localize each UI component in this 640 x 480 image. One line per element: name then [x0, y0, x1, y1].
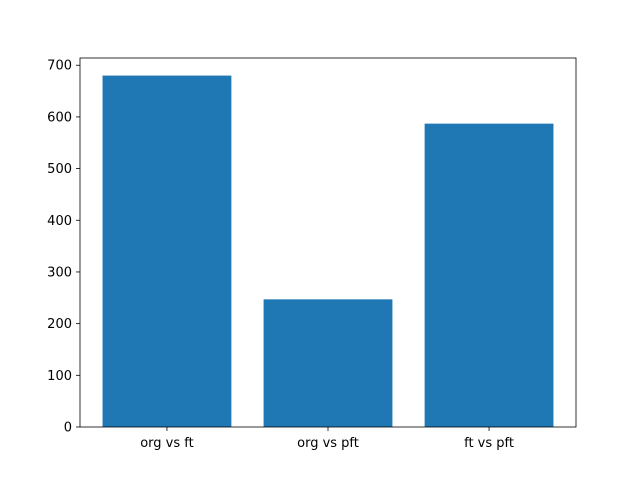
- y-tick-label: 100: [47, 369, 72, 384]
- y-tick-label: 300: [47, 265, 72, 280]
- bar: [263, 299, 393, 427]
- y-tick-label: 200: [47, 317, 72, 332]
- axes-frame: [79, 57, 577, 428]
- x-tick-label: org vs ft: [140, 436, 194, 451]
- bar: [424, 123, 554, 427]
- y-tick-label: 500: [47, 162, 72, 177]
- y-tick-label: 700: [47, 59, 72, 74]
- x-tick-label: ft vs pft: [464, 436, 514, 451]
- y-tick-label: 400: [47, 214, 72, 229]
- y-tick-label: 0: [64, 421, 72, 436]
- x-tick-label: org vs pft: [297, 436, 359, 451]
- y-tick-label: 600: [47, 110, 72, 125]
- bar: [102, 75, 232, 428]
